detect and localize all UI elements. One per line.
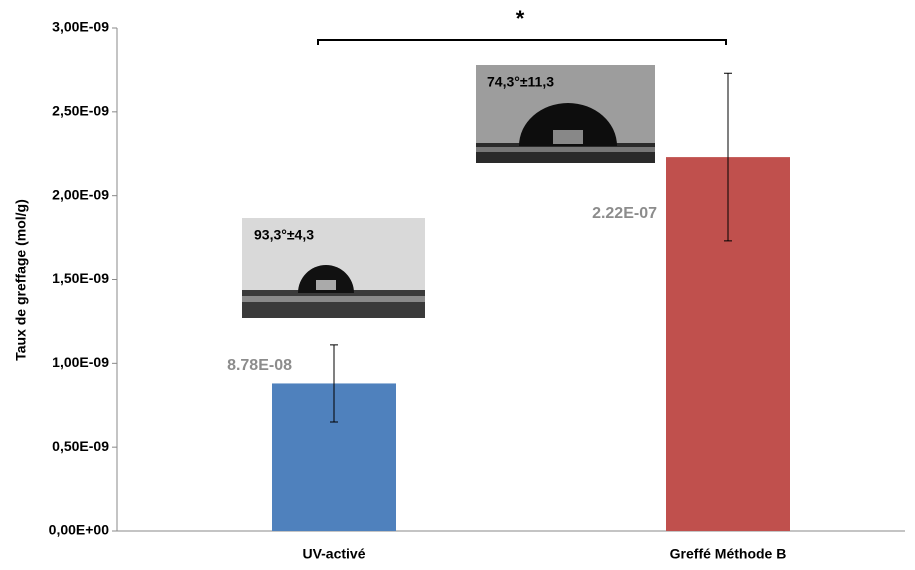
contact-angle: 93,3°±4,3 (254, 227, 314, 243)
y-tick-label: 2,50E-09 (52, 103, 109, 119)
y-tick-label: 2,00E-09 (52, 186, 109, 202)
x-tick-label: UV-activé (302, 546, 365, 562)
significance-star: * (516, 6, 525, 31)
error-bar (330, 344, 338, 423)
y-tick-label: 3,00E-09 (52, 19, 109, 35)
significance-bracket (317, 39, 727, 45)
y-tick-label: 0,50E-09 (52, 438, 109, 454)
error-bar (724, 72, 732, 242)
contact-angle-image (242, 218, 425, 318)
y-tick-label: 1,00E-09 (52, 354, 109, 370)
y-tick-label: 1,50E-09 (52, 270, 109, 286)
x-tick-label: Greffé Méthode B (670, 546, 787, 562)
y-axis-label: Taux de greffage (mol/g) (13, 199, 29, 361)
contact-angle: 74,3°±11,3 (487, 74, 554, 90)
reported-value: 2.22E-07 (592, 205, 657, 222)
contact-angle-image (476, 65, 655, 163)
reported-value: 8.78E-08 (227, 357, 292, 374)
y-tick-label: 0,00E+00 (49, 522, 110, 538)
